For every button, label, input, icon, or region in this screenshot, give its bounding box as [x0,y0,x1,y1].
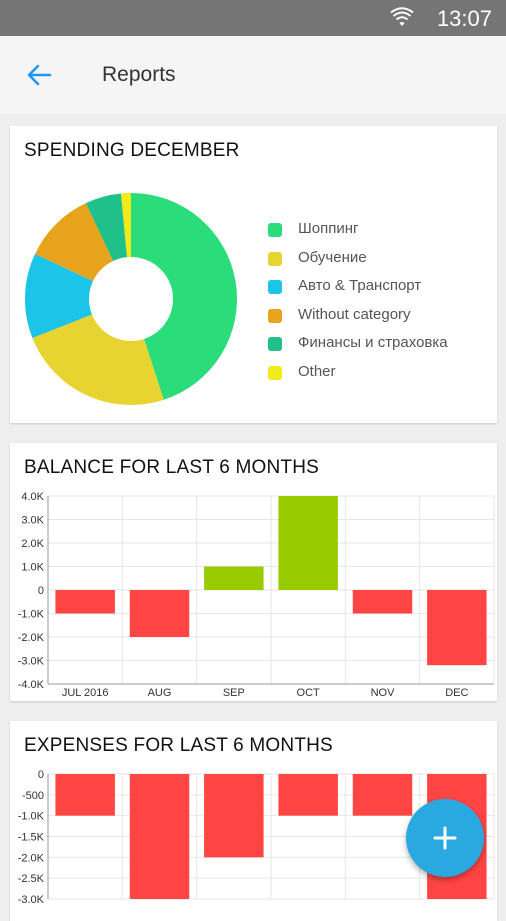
y-tick-label: -2.0K [18,632,45,644]
status-bar: 13:07 [0,0,506,36]
bar [278,496,338,590]
pie-slice [131,193,237,400]
y-tick-label: 3.0K [21,515,44,527]
x-tick-label: DEC [445,687,468,699]
spending-title: SPENDING DECEMBER [24,140,240,161]
x-tick-label: NOV [371,687,396,699]
x-tick-label: SEP [223,687,245,699]
status-time: 13:07 [436,6,492,31]
legend-label: Авто & Транспорт [298,277,422,295]
pie-slice [25,253,93,339]
y-tick-label: 0 [38,769,44,781]
y-tick-label: -1.5K [18,832,45,844]
spending-card: SPENDING DECEMBER Шоппинг Обучение Авто & … [10,126,497,423]
plus-icon [433,826,457,850]
add-button[interactable] [406,799,484,877]
legend-swatch [268,223,282,237]
legend-label: Other [298,362,336,380]
page-title: Reports [102,63,176,86]
spending-donut-chart [25,193,237,405]
y-tick-label: -2.5K [18,873,45,885]
bar [204,774,264,858]
arrow-left-icon[interactable] [24,60,54,90]
bar [427,590,487,666]
x-tick-label: OCT [297,687,321,699]
x-tick-label: JUL 2016 [62,687,109,699]
legend-swatch [268,337,282,352]
bar [129,774,190,899]
pie-slice [32,314,164,405]
legend-label: Финансы и страховка [298,334,448,352]
wifi-icon [390,7,414,26]
expenses-title: EXPENSES FOR LAST 6 MONTHS [24,735,333,756]
bar [55,774,115,816]
y-tick-label: -1.0K [18,609,45,621]
y-tick-label: 4.0K [21,491,44,503]
y-tick-label: -500 [22,790,44,802]
balance-title: BALANCE FOR LAST 6 MONTHS [24,457,319,478]
y-tick-label: -3.0K [18,656,45,668]
legend-swatch [268,308,282,323]
y-tick-label: -2.0K [18,852,45,864]
y-tick-label: 2.0K [21,538,44,550]
y-tick-label: -4.0K [18,679,45,691]
bar [352,590,413,614]
pie-slice [35,203,114,282]
app-bar: Reports [0,36,506,114]
bar [204,566,264,590]
legend-label: Шоппинг [298,220,359,237]
balance-bar-chart: 4.0K 3.0K 2.0K 1.0K 0 -1.0K -2.0K -3.0K -4.0K JUL… [18,491,495,699]
y-tick-label: -3.0K [18,894,45,906]
legend-label: Without category [298,305,411,323]
y-tick-label: 0 [38,585,44,597]
y-tick-label: -1.0K [18,811,45,823]
pie-slice [121,193,131,258]
pie-slice [85,193,128,261]
legend-label: Обучение [298,248,367,266]
y-tick-label: 1.0K [21,562,44,574]
x-tick-label: AUG [148,687,172,699]
balance-card: BALANCE FOR LAST 6 MONTHS 4.0K 3.0K 2.0K 1.… [10,443,497,701]
bar [278,774,338,816]
legend-swatch [268,251,282,266]
bar [55,590,115,614]
bar [352,774,413,816]
bar [129,590,190,637]
legend-swatch [268,365,282,380]
legend-swatch [268,280,282,295]
